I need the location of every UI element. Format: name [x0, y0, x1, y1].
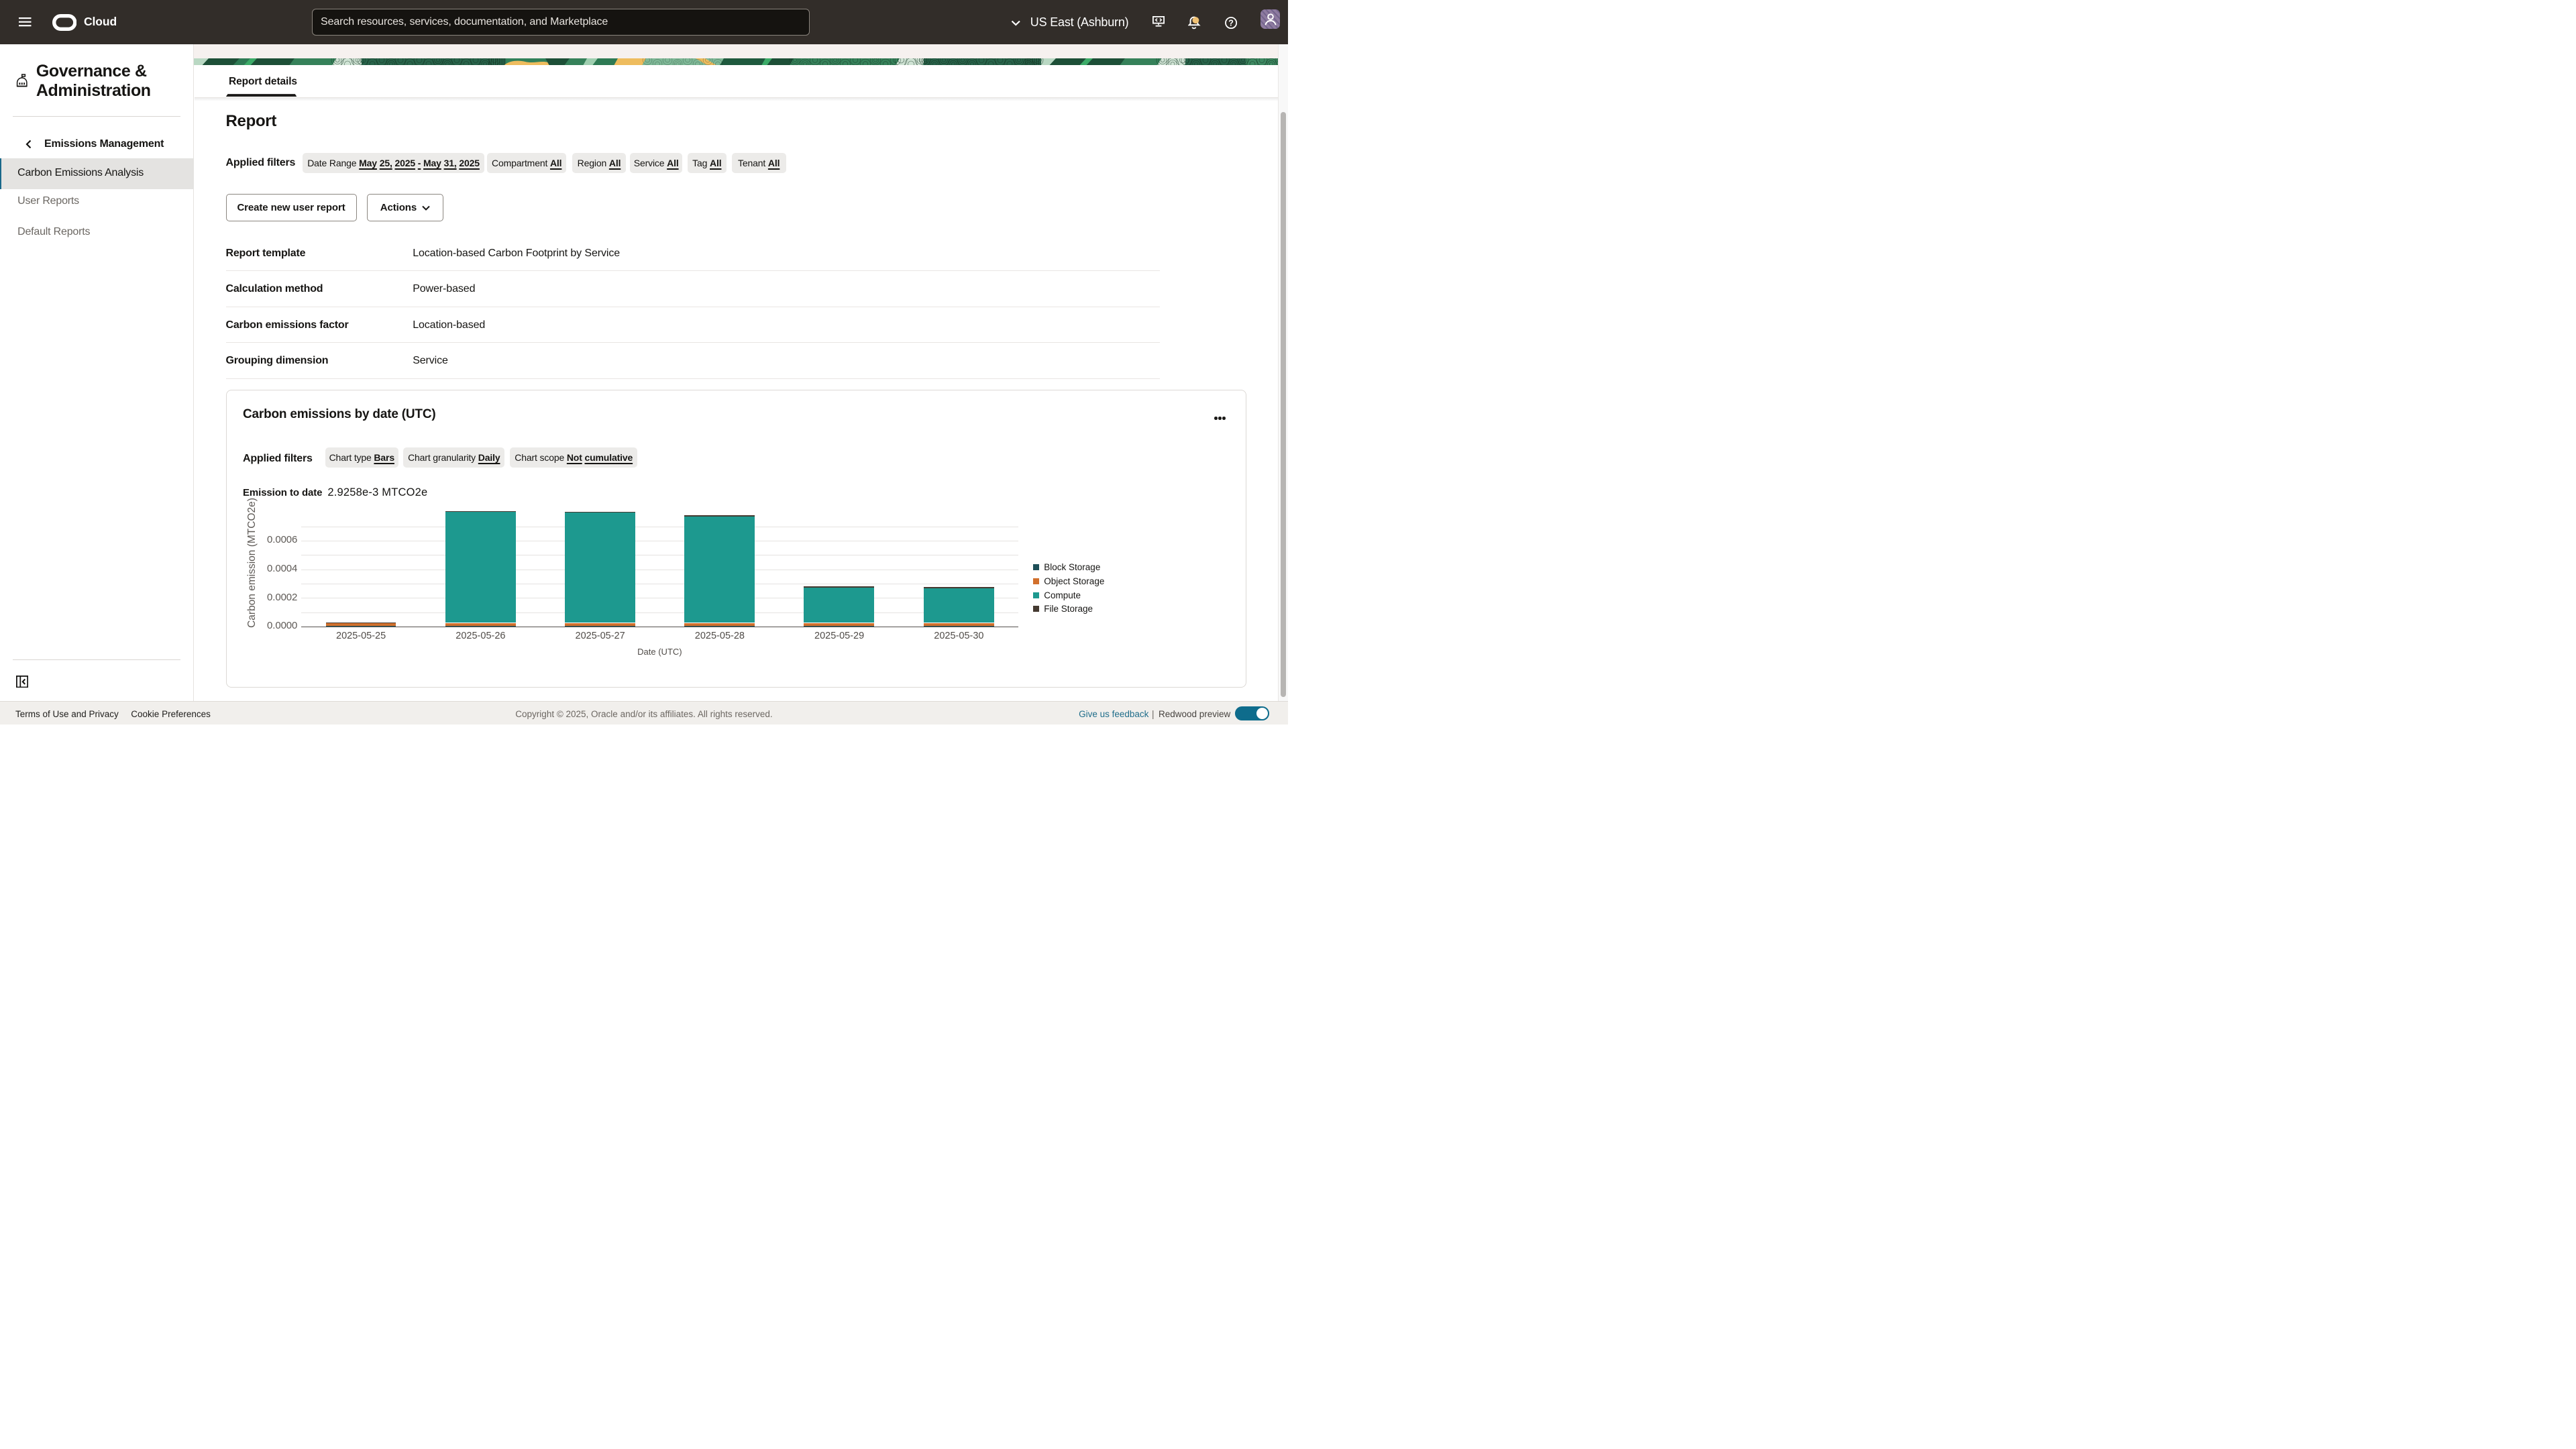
svg-text:?: ?: [1228, 18, 1234, 28]
